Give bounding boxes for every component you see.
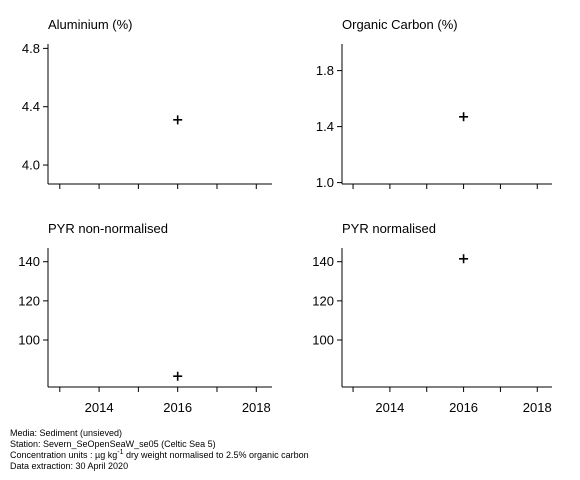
y-tick-label: 4.8 <box>22 41 40 56</box>
x-tick-label: 2016 <box>449 400 478 415</box>
y-tick-label: 1.8 <box>316 63 334 78</box>
footer-units-suffix: dry weight normalised to 2.5% organic ca… <box>123 450 309 460</box>
data-point-marker <box>459 112 469 122</box>
y-tick-label: 4.4 <box>22 99 40 114</box>
chart-panel-1: Aluminium (%) 4.0 4.4 4.8 <box>22 17 272 189</box>
data-point-marker <box>459 254 469 264</box>
x-tick-label: 2018 <box>523 400 552 415</box>
chart-panel-2: Organic Carbon (%) 1.0 1.4 1.8 <box>316 17 552 190</box>
y-tick-label: 4.0 <box>22 158 40 173</box>
x-tick-label: 2016 <box>163 400 192 415</box>
x-tick-label: 2014 <box>85 400 114 415</box>
data-point-marker <box>173 115 183 125</box>
y-tick-label: 140 <box>18 254 40 269</box>
panel-title: PYR non-normalised <box>48 221 168 236</box>
chart-footer: Media: Sediment (unsieved) Station: Seve… <box>10 428 309 472</box>
data-point-marker <box>173 371 183 381</box>
y-tick-label: 120 <box>312 293 334 308</box>
footer-extraction: Data extraction: 30 April 2020 <box>10 461 129 471</box>
chart-panel-3: PYR non-normalised 100 120 140 2014 2016 2018 <box>18 221 272 415</box>
panel-title: Organic Carbon (%) <box>342 17 458 32</box>
footer-units-exponent: -1 <box>117 449 124 456</box>
y-tick-label: 140 <box>312 254 334 269</box>
y-tick-label: 1.0 <box>316 175 334 190</box>
y-tick-label: 120 <box>18 293 40 308</box>
panel-title: PYR normalised <box>342 221 436 236</box>
panel-title: Aluminium (%) <box>48 17 133 32</box>
y-tick-label: 100 <box>18 333 40 348</box>
footer-media: Media: Sediment (unsieved) <box>10 428 123 438</box>
chart-panel-4: PYR normalised 100 120 140 2014 2016 2018 <box>312 221 552 415</box>
footer-units: Concentration units : µg kg-1 dry weight… <box>10 449 309 461</box>
x-tick-label: 2018 <box>242 400 271 415</box>
x-tick-label: 2014 <box>375 400 404 415</box>
y-tick-label: 1.4 <box>316 119 334 134</box>
y-tick-label: 100 <box>312 333 334 348</box>
footer-station: Station: Severn_SeOpenSeaW_se05 (Celtic … <box>10 439 216 449</box>
footer-units-prefix: Concentration units : µg kg <box>10 450 118 460</box>
